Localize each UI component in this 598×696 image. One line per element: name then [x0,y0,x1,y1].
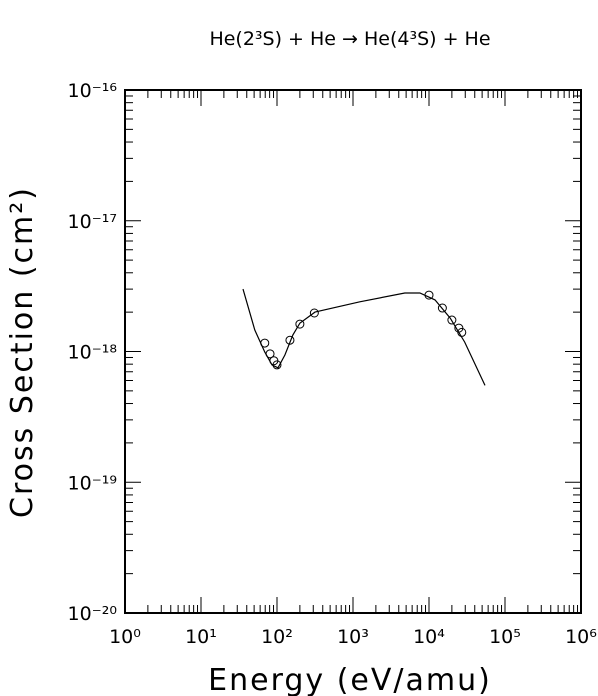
x-tick-label: 10² [261,626,293,648]
y-tick-label: 10⁻²⁰ [68,603,117,625]
chart-title: He(2³S) + He → He(4³S) + He [209,28,490,50]
y-axis-label: Cross Section (cm²) [5,186,40,518]
x-tick-label: 10³ [337,626,369,648]
x-tick-label: 10⁴ [413,626,445,648]
data-point [295,319,305,329]
data-point [437,303,447,313]
data-point [309,308,319,318]
data-point [285,335,295,345]
x-tick-label: 10⁶ [565,626,597,648]
y-tick-label: 10⁻¹⁷ [68,211,117,233]
y-tick-label: 10⁻¹⁹ [68,472,117,494]
x-tick-label: 10⁰ [109,626,141,648]
x-tick-label: 10⁵ [489,626,521,648]
fit-line [242,288,486,386]
y-tick-label: 10⁻¹⁸ [68,342,117,364]
x-axis-label: Energy (eV/amu) [208,663,492,696]
plot-frame [124,89,582,614]
data-point [447,315,457,325]
x-tick-label: 10¹ [185,626,217,648]
y-tick-label: 10⁻¹⁶ [68,80,117,102]
